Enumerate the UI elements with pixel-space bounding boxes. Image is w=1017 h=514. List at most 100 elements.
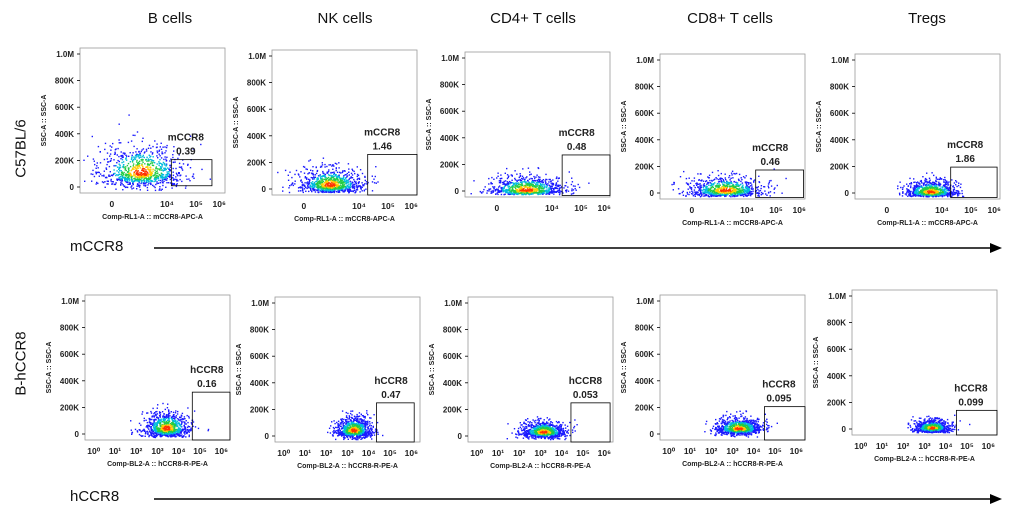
y-tick-label: 200K [635,403,654,412]
column-title-cd8-t-cells: CD8+ T cells [687,10,773,27]
gate-percent: 0.053 [573,390,598,401]
gate-percent: 0.39 [176,147,196,158]
gate-box [367,154,418,196]
y-tick-label: 800K [830,83,849,92]
y-tick-label: 600K [250,352,269,361]
plot-frame [271,49,418,196]
x-tick-label: 10⁴ [352,201,366,211]
gate-label: hCCR8 [569,376,603,387]
x-tick-label: 10⁰ [87,446,100,456]
gate-percent: 1.86 [955,154,975,165]
x-tick-label: 10⁰ [854,441,867,451]
y-axis-label: SSC-A :: SSC-A [816,101,823,153]
x-tick-label: 10⁶ [793,205,806,215]
x-tick-label: 10⁵ [193,446,206,456]
y-tick-label: 1.0M [636,297,654,306]
flow-panel-b-hccr8-cd8-t-cells: 0 200K 400K 600K 800K 1.0M SSC-A :: SSC-A 10⁰ 10… [621,294,806,468]
x-tick-label: 10³ [341,448,353,458]
y-tick-label: 800K [247,79,266,88]
column-title-cd4-t-cells: CD4+ T cells [490,10,576,27]
gate-percent: 0.095 [766,394,791,405]
y-tick-label: 0 [265,432,270,441]
plot-frame [467,296,614,443]
gate-box [191,391,231,441]
gate-label: mCCR8 [559,128,596,139]
y-tick-label: 1.0M [831,56,849,65]
flow-panel-c57bl-6-cd4-t-cells: 0 200K 400K 600K 800K 1.0M SSC-A :: SSC-A 0 10⁴ 1… [426,51,611,213]
y-tick-label: 1.0M [56,50,74,59]
x-tick-label: 10³ [151,446,163,456]
x-tick-label: 10³ [534,448,546,458]
gate-label: hCCR8 [374,376,408,387]
x-tick-label: 10⁶ [982,441,995,451]
gate-label: mCCR8 [947,140,984,151]
x-axis-label: Comp-RL1-A :: mCCR8-APC-A [877,220,978,227]
x-tick-label: 10² [320,448,332,458]
y-tick-label: 400K [635,136,654,145]
y-tick-label: 200K [830,162,849,171]
y-axis-label: SSC-A :: SSC-A [236,344,243,396]
y-tick-label: 0 [650,189,655,198]
y-tick-label: 400K [635,377,654,386]
gate-box [570,402,611,443]
column-title-nk-cells: NK cells [317,10,373,27]
x-tick-label: 10⁶ [405,448,418,458]
x-tick-label: 10⁶ [598,448,611,458]
x-axis-label: Comp-BL2-A :: hCCR8-R-PE-A [490,463,591,470]
row-axis-label-mccr8: mCCR8 [70,238,124,255]
y-tick-label: 0 [842,425,847,434]
y-axis-label: SSC-A :: SSC-A [233,97,240,149]
y-tick-label: 0 [650,430,655,439]
flow-panel-c57bl-6-nk-cells: 0 200K 400K 600K 800K 1.0M SSC-A :: SSC-A 0 10⁴ 1… [233,49,418,223]
y-tick-label: 200K [827,398,846,407]
event-cloud [470,167,590,196]
x-axis-label: Comp-RL1-A :: mCCR8-APC-A [294,216,395,223]
y-tick-label: 600K [830,109,849,118]
y-tick-label: 400K [440,134,459,143]
flow-panel-c57bl-6-cd8-t-cells: 0 200K 400K 600K 800K 1.0M SSC-A :: SSC-A 0 10⁴ 1… [621,53,806,227]
x-tick-label: 10¹ [299,448,311,458]
x-tick-label: 10⁵ [769,205,782,215]
event-cloud [907,414,971,434]
gate-box [376,402,415,443]
gate-label: mCCR8 [752,143,789,154]
x-tick-label: 10⁵ [383,448,396,458]
event-cloud [327,410,384,441]
row-axis-label-hccr8: hCCR8 [70,488,120,505]
y-tick-label: 600K [827,345,846,354]
event-cloud [506,416,578,441]
row-arrow-mccr8 [154,243,1002,253]
x-axis-label: Comp-BL2-A :: hCCR8-R-PE-A [107,461,208,468]
y-tick-label: 600K [60,350,79,359]
x-tick-label: 0 [110,199,115,209]
y-tick-label: 800K [440,81,459,90]
y-tick-label: 600K [55,103,74,112]
plot-frame [659,294,806,441]
gate-label: hCCR8 [762,380,796,391]
x-tick-label: 10⁶ [988,205,1001,215]
x-tick-label: 10⁵ [576,448,589,458]
gate-percent: 0.47 [381,390,401,401]
x-tick-label: 0 [302,201,307,211]
y-axis-label: SSC-A :: SSC-A [813,337,820,389]
x-tick-label: 0 [690,205,695,215]
y-tick-label: 400K [443,379,462,388]
y-tick-label: 0 [75,430,80,439]
y-tick-label: 1.0M [441,54,459,63]
y-tick-label: 600K [635,350,654,359]
y-tick-label: 1.0M [251,299,269,308]
x-tick-label: 10⁵ [960,441,973,451]
y-axis-label: SSC-A :: SSC-A [41,95,48,147]
y-axis-label: SSC-A :: SSC-A [621,101,628,153]
x-tick-label: 10⁴ [939,441,953,451]
y-tick-label: 0 [455,187,460,196]
gate-label: hCCR8 [190,365,224,376]
x-tick-label: 10² [513,448,525,458]
x-tick-label: 10⁵ [964,205,977,215]
x-tick-label: 10⁵ [768,446,781,456]
y-tick-label: 400K [827,372,846,381]
